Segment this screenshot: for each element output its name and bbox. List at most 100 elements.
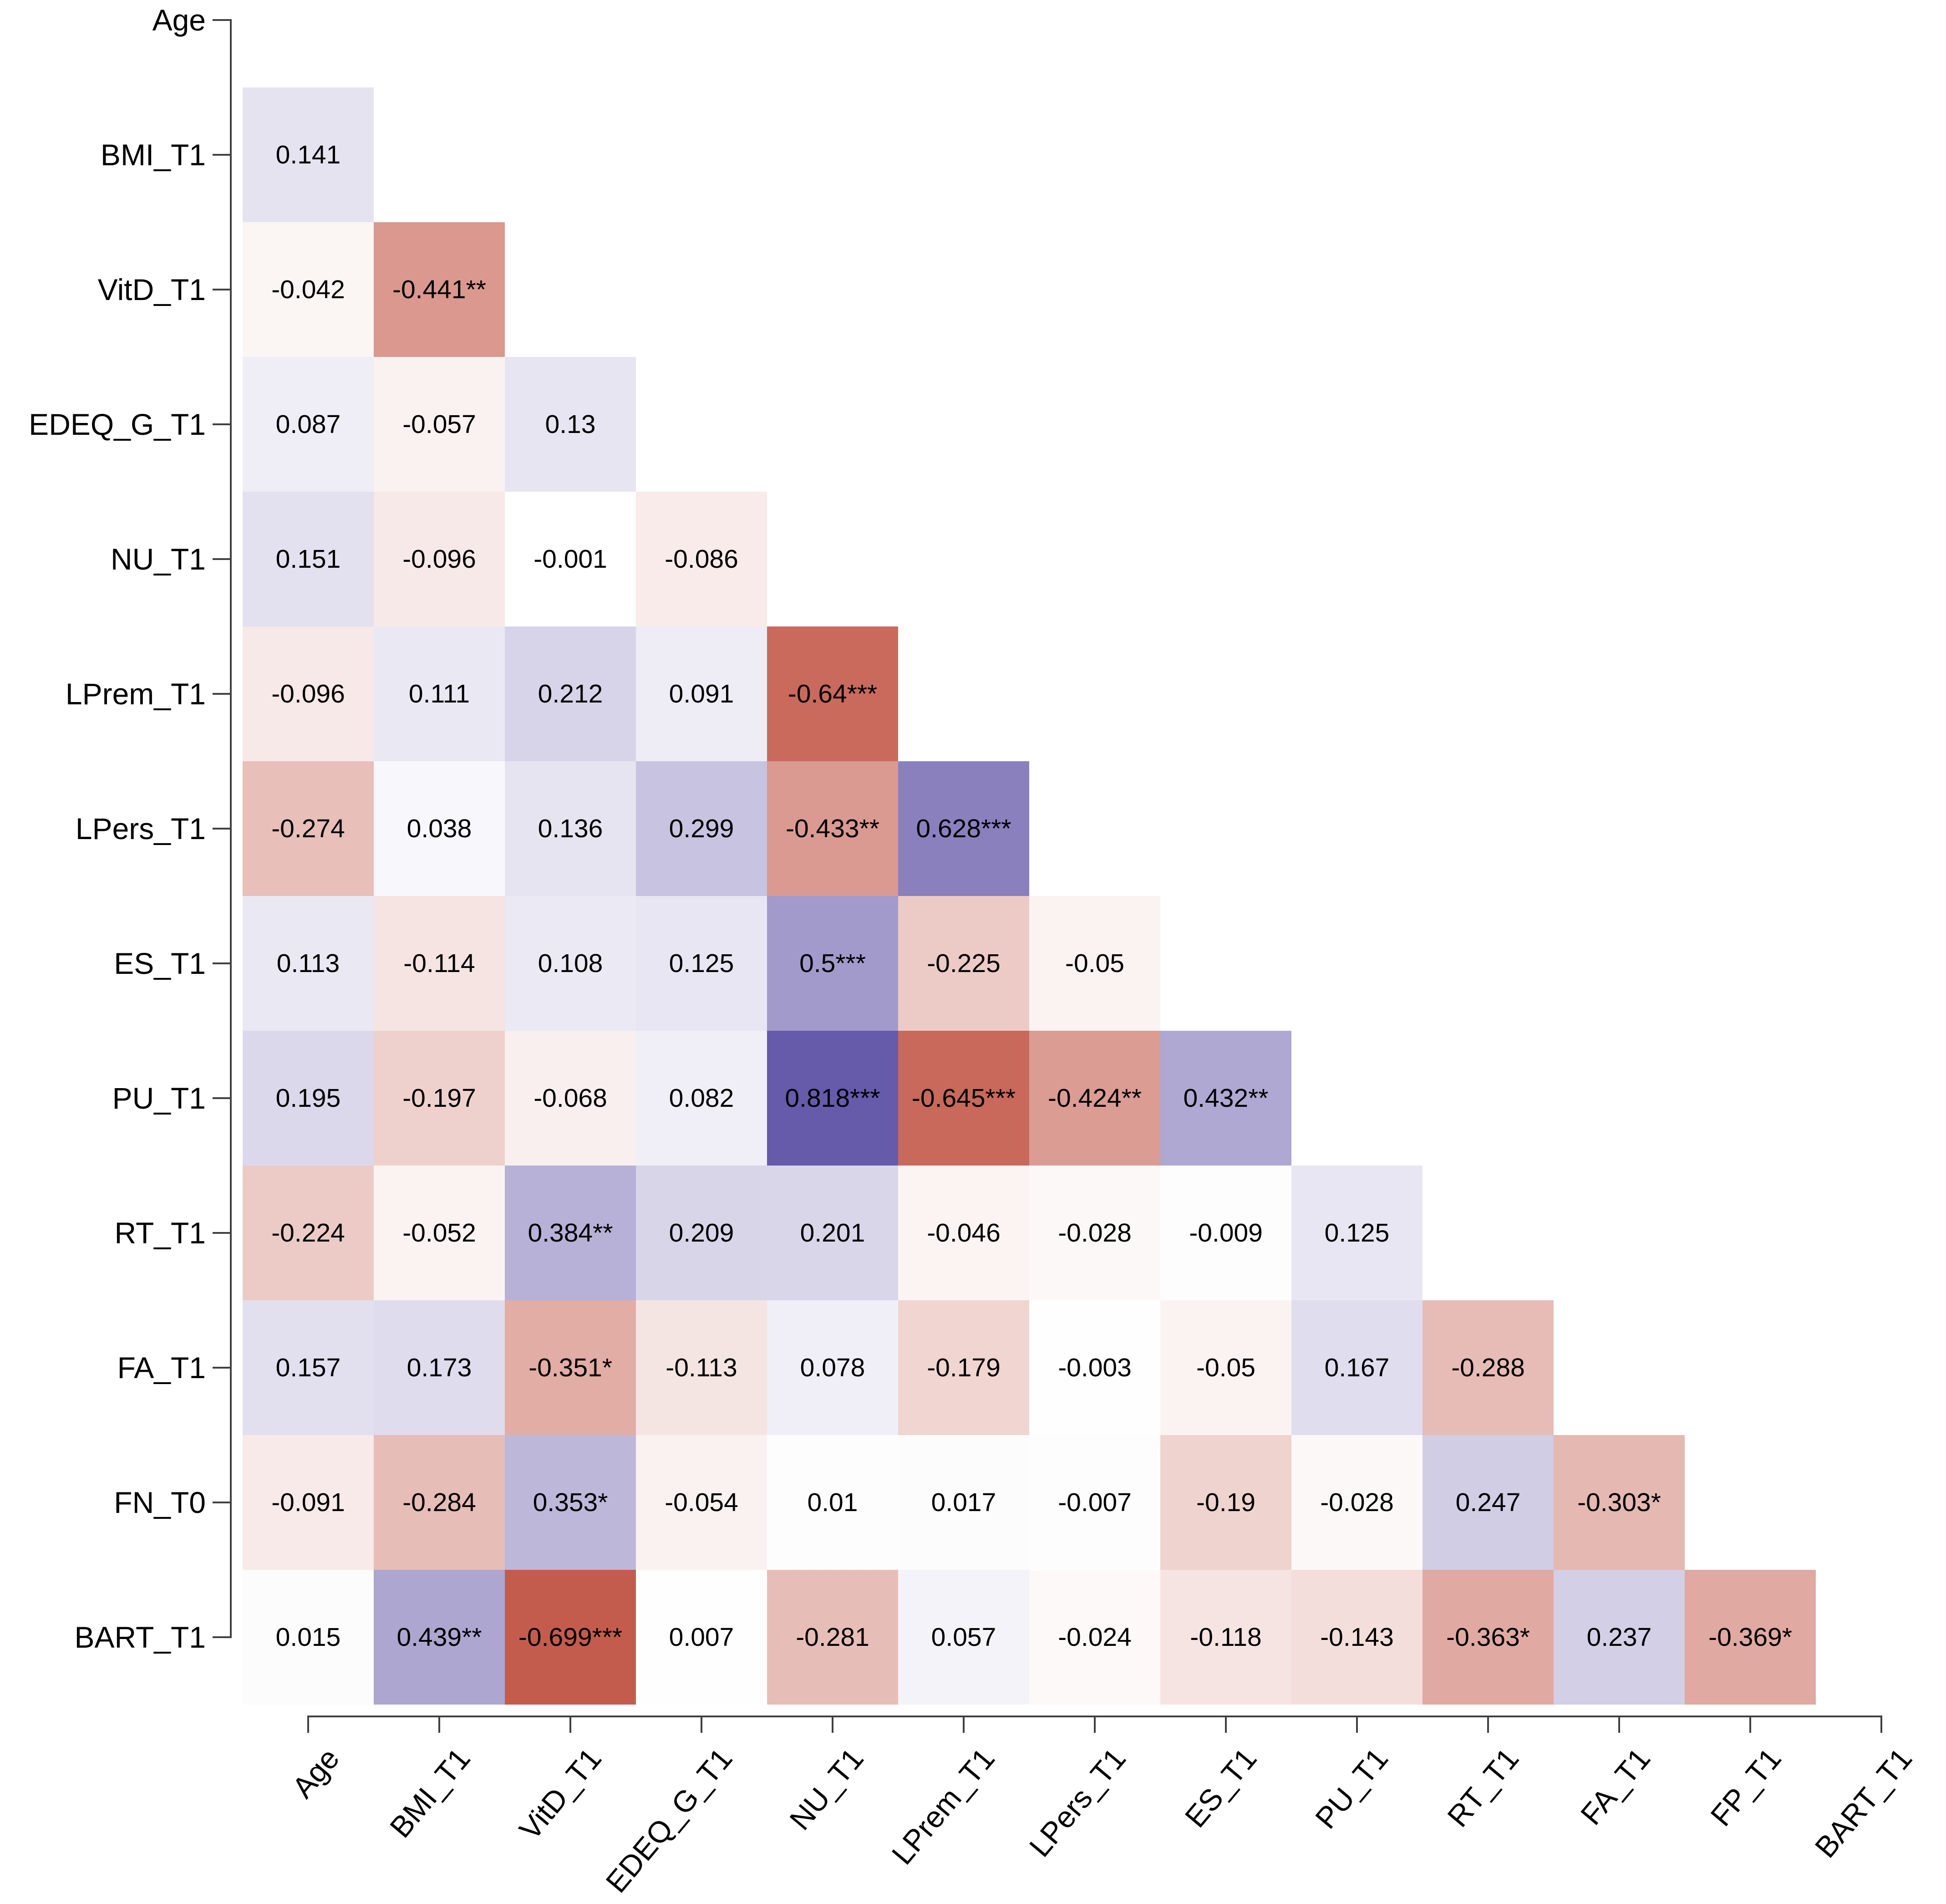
cell-BART_T1-FP_T1: -0.369* [1685,1570,1816,1705]
cell-value: 0.015 [275,1623,341,1652]
col-label-ES_T1: ES_T1 [1178,1741,1263,1834]
cell-RT_T1-LPers_T1: -0.028 [1029,1166,1160,1300]
y-tick [213,693,230,695]
y-tick [213,558,230,560]
cell-EDEQ_G_T1-VitD_T1: 0.13 [505,357,636,492]
cell-BART_T1-ES_T1: -0.118 [1160,1570,1291,1705]
cell-value: -0.054 [665,1488,738,1517]
cell-EDEQ_G_T1-BMI_T1: -0.057 [374,357,505,492]
cell-value: -0.143 [1320,1623,1394,1652]
cell-value: -0.351* [528,1353,612,1382]
cell-value: -0.096 [271,679,345,708]
cell-value: 0.111 [408,679,470,708]
cell-BART_T1-EDEQ_G_T1: 0.007 [636,1570,767,1705]
x-tick [307,1716,309,1733]
cell-value: 0.087 [275,410,341,439]
x-tick [1749,1716,1751,1733]
cell-value: 0.01 [807,1488,858,1517]
col-label-LPrem_T1: LPrem_T1 [885,1741,1001,1871]
row-label-FN_T0: FN_T0 [114,1486,206,1519]
cell-value: 0.628*** [916,814,1011,843]
col-label-PU_T1: PU_T1 [1308,1741,1394,1835]
cell-value: -0.042 [271,275,345,304]
y-tick [213,962,230,964]
cell-value: 0.017 [931,1488,996,1517]
cell-FA_T1-RT_T1: -0.288 [1423,1300,1554,1435]
cell-LPrem_T1-VitD_T1: 0.212 [505,626,636,761]
cell-value: -0.363* [1446,1623,1530,1652]
y-tick [213,828,230,830]
cell-ES_T1-Age: 0.113 [243,896,374,1031]
cell-value: 0.195 [275,1084,341,1113]
col-label-BMI_T1: BMI_T1 [383,1741,477,1844]
cell-value: 0.125 [669,949,734,978]
col-label-NU_T1: NU_T1 [782,1741,870,1837]
cell-LPers_T1-BMI_T1: 0.038 [374,761,505,896]
cell-ES_T1-VitD_T1: 0.108 [505,896,636,1031]
cell-FN_T0-VitD_T1: 0.353* [505,1435,636,1570]
cell-BART_T1-Age: 0.015 [243,1570,374,1705]
y-tick [213,154,230,156]
cell-value: 0.113 [276,949,340,978]
cell-FA_T1-BMI_T1: 0.173 [374,1300,505,1435]
row-label-VitD_T1: VitD_T1 [97,273,206,306]
cell-value: 0.125 [1324,1218,1390,1247]
cell-BART_T1-LPers_T1: -0.024 [1029,1570,1160,1705]
cell-FA_T1-PU_T1: 0.167 [1291,1300,1423,1435]
cell-value: 0.091 [669,679,734,708]
cell-PU_T1-NU_T1: 0.818*** [767,1031,898,1166]
cell-value: -0.113 [666,1353,737,1382]
y-tick [213,1232,230,1234]
x-tick [832,1716,833,1733]
cell-value: -0.274 [271,814,345,843]
cell-RT_T1-NU_T1: 0.201 [767,1166,898,1300]
cell-value: -0.281 [796,1623,869,1652]
cell-value: 0.818*** [785,1084,880,1113]
cell-BART_T1-LPrem_T1: 0.057 [898,1570,1029,1705]
cell-value: -0.05 [1196,1353,1255,1382]
x-tick [1618,1716,1620,1733]
cell-value: -0.118 [1190,1623,1262,1652]
cell-BART_T1-BMI_T1: 0.439** [374,1570,505,1705]
cell-value: 0.212 [538,679,603,708]
cell-EDEQ_G_T1-Age: 0.087 [243,357,374,492]
cell-FN_T0-ES_T1: -0.19 [1160,1435,1291,1570]
y-tick [213,1502,230,1503]
col-label-EDEQ_G_T1: EDEQ_G_T1 [599,1741,739,1899]
cell-value: 0.167 [1324,1353,1390,1382]
x-tick [963,1716,965,1733]
cell-LPrem_T1-BMI_T1: 0.111 [374,626,505,761]
cell-VitD_T1-Age: -0.042 [243,222,374,357]
cell-value: 0.13 [545,410,596,439]
cell-ES_T1-LPrem_T1: -0.225 [898,896,1029,1031]
cell-RT_T1-Age: -0.224 [243,1166,374,1300]
cell-BART_T1-PU_T1: -0.143 [1291,1570,1423,1705]
cell-value: 0.057 [931,1623,996,1652]
col-label-FP_T1: FP_T1 [1703,1741,1788,1833]
cell-PU_T1-ES_T1: 0.432** [1160,1031,1291,1166]
cell-RT_T1-LPrem_T1: -0.046 [898,1166,1029,1300]
cell-value: -0.001 [533,545,607,574]
cell-value: -0.225 [927,949,1001,978]
col-label-Age: Age [285,1741,346,1804]
cell-FN_T0-BMI_T1: -0.284 [374,1435,505,1570]
cell-BMI_T1-Age: 0.141 [243,87,374,222]
cell-FA_T1-Age: 0.157 [243,1300,374,1435]
y-axis-line [230,19,232,1638]
cell-LPers_T1-Age: -0.274 [243,761,374,896]
cell-value: 0.173 [406,1353,472,1382]
cell-value: 0.136 [538,814,603,843]
y-tick [213,289,230,290]
cell-value: 0.007 [669,1623,734,1652]
cell-VitD_T1-BMI_T1: -0.441** [374,222,505,357]
cell-value: -0.433** [786,814,879,843]
row-label-BART_T1: BART_T1 [74,1620,206,1654]
cell-value: -0.007 [1058,1488,1132,1517]
cell-FN_T0-NU_T1: 0.01 [767,1435,898,1570]
cell-value: -0.052 [402,1218,476,1247]
cell-value: -0.086 [665,545,738,574]
cell-value: -0.028 [1320,1488,1394,1517]
row-label-FA_T1: FA_T1 [117,1351,206,1385]
col-label-VitD_T1: VitD_T1 [512,1741,608,1846]
